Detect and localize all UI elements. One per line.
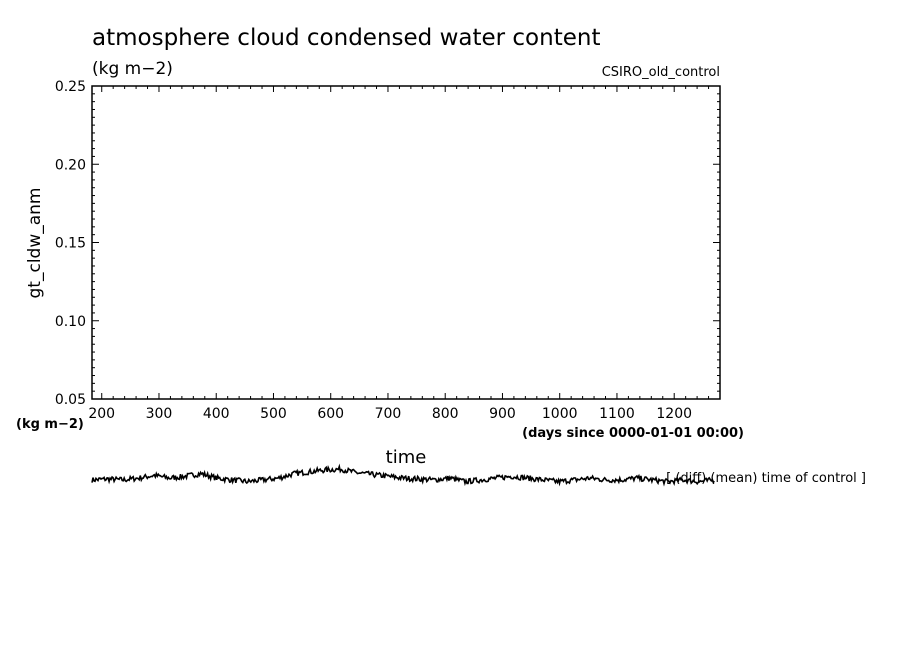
- plot-frame: [91, 85, 721, 400]
- x-axis-label: time: [386, 447, 427, 468]
- chart-title: atmosphere cloud condensed water content: [92, 25, 600, 51]
- y-axis-label: gt_cldw_anm: [25, 188, 45, 299]
- y-tick-label: 0.20: [55, 157, 86, 173]
- x-axis-ticks: 200 300 400 500 600 700 800 900 1000 1100 1200: [88, 86, 710, 422]
- x-tick-label: 400: [203, 406, 230, 422]
- title-units: (kg m−2): [92, 59, 173, 79]
- y-tick-label: 0.15: [55, 236, 86, 252]
- x-tick-label: 800: [432, 406, 459, 422]
- y-axis-ticks: 0.05 0.10 0.15 0.20 0.25: [55, 79, 720, 408]
- x-tick-label: 700: [375, 406, 402, 422]
- y-tick-label: 0.10: [55, 314, 86, 330]
- x-tick-label: 1200: [656, 406, 692, 422]
- y-tick-label: 0.25: [55, 79, 86, 95]
- x-tick-label: 900: [489, 406, 516, 422]
- x-tick-label: 1100: [599, 406, 635, 422]
- bottom-note: [ (diff) (mean) time of control ]: [666, 471, 866, 486]
- x-tick-label: 600: [317, 406, 344, 422]
- x-tick-label: 200: [88, 406, 115, 422]
- y-axis-units: (kg m−2): [16, 417, 84, 432]
- series-line: [91, 463, 715, 487]
- x-axis-units: (days since 0000-01-01 00:00): [522, 426, 744, 441]
- x-tick-label: 500: [260, 406, 287, 422]
- x-tick-label: 300: [146, 406, 173, 422]
- run-label: CSIRO_old_control: [602, 65, 720, 80]
- y-tick-label: 0.05: [55, 392, 86, 408]
- x-tick-label: 1000: [542, 406, 578, 422]
